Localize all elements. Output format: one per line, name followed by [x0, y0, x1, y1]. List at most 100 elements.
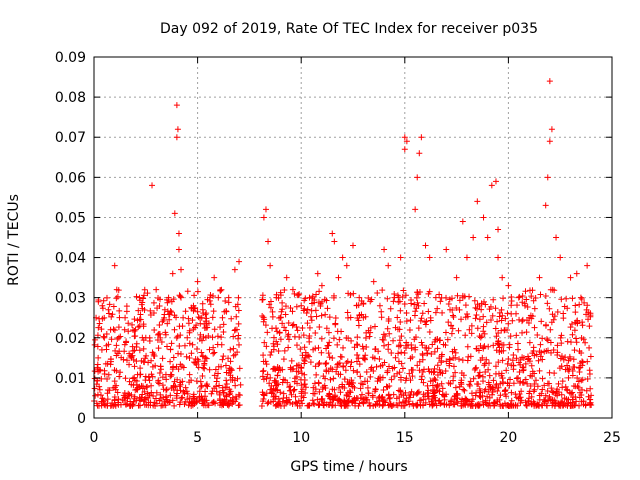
background-point	[537, 341, 544, 348]
background-point	[441, 396, 448, 403]
background-point	[547, 326, 554, 333]
background-point	[432, 309, 439, 316]
background-point	[462, 314, 469, 321]
background-point	[381, 359, 388, 366]
background-point	[411, 301, 418, 308]
background-point	[205, 320, 212, 327]
background-point	[497, 392, 504, 399]
y-tick-label: 0.07	[55, 130, 86, 146]
background-point	[99, 305, 106, 312]
background-point	[352, 402, 359, 409]
data-point	[492, 178, 499, 185]
background-point	[479, 398, 486, 405]
background-point	[462, 332, 469, 339]
background-point	[420, 379, 427, 386]
background-point	[399, 293, 406, 300]
background-point	[107, 356, 114, 363]
y-tick-label: 0.05	[55, 210, 86, 226]
background-point	[403, 342, 410, 349]
background-point	[142, 355, 149, 362]
background-point	[209, 334, 216, 341]
background-point	[307, 313, 314, 320]
data-point	[463, 254, 470, 261]
background-point	[396, 369, 403, 376]
background-point	[122, 375, 129, 382]
background-point	[514, 302, 521, 309]
background-point	[319, 384, 326, 391]
background-point	[153, 400, 160, 407]
background-point	[576, 348, 583, 355]
background-point	[269, 366, 276, 373]
background-point	[140, 321, 147, 328]
background-point	[218, 341, 225, 348]
background-point	[447, 306, 454, 313]
background-point	[474, 325, 481, 332]
background-point	[182, 384, 189, 391]
background-point	[131, 363, 138, 370]
background-point	[167, 373, 174, 380]
background-point	[332, 315, 339, 322]
background-point	[141, 286, 148, 293]
background-point	[564, 402, 571, 409]
data-point	[171, 210, 178, 217]
background-point	[307, 359, 314, 366]
background-point	[183, 353, 190, 360]
background-point	[582, 339, 589, 346]
data-point	[149, 182, 156, 189]
background-point	[356, 361, 363, 368]
background-point	[492, 363, 499, 370]
background-point	[428, 398, 435, 405]
background-point	[367, 373, 374, 380]
background-point	[492, 305, 499, 312]
background-point	[572, 393, 579, 400]
background-point	[398, 333, 405, 340]
data-point	[470, 234, 477, 241]
background-point	[282, 327, 289, 334]
background-point	[144, 390, 151, 397]
x-axis-title: GPS time / hours	[290, 459, 407, 475]
background-point	[263, 390, 270, 397]
background-point	[562, 383, 569, 390]
background-point	[174, 333, 181, 340]
background-point	[126, 350, 133, 357]
background-point	[466, 382, 473, 389]
data-point	[414, 174, 421, 181]
background-point	[265, 399, 272, 406]
background-point	[471, 366, 478, 373]
background-point	[291, 386, 298, 393]
data-point	[546, 138, 553, 145]
background-point	[462, 302, 469, 309]
background-point	[458, 381, 465, 388]
background-point	[571, 364, 578, 371]
background-point	[316, 401, 323, 408]
background-point	[434, 345, 441, 352]
background-point	[351, 384, 358, 391]
data-point	[101, 334, 108, 341]
background-point	[106, 301, 113, 308]
background-point	[482, 386, 489, 393]
background-point	[100, 297, 107, 304]
background-point	[210, 399, 217, 406]
background-point	[417, 317, 424, 324]
data-point	[107, 326, 114, 333]
background-point	[430, 377, 437, 384]
data-point	[350, 242, 356, 249]
background-point	[428, 350, 435, 357]
data-point	[401, 146, 408, 153]
data-point	[573, 270, 580, 277]
background-point	[536, 348, 543, 355]
background-point	[495, 338, 502, 345]
background-point	[471, 297, 478, 304]
background-point	[528, 293, 535, 300]
background-point	[401, 402, 408, 409]
background-point	[227, 358, 234, 365]
background-point	[528, 393, 535, 400]
background-point	[284, 333, 291, 340]
background-point	[516, 316, 523, 323]
background-point	[416, 367, 423, 374]
background-point	[198, 349, 205, 356]
background-point	[117, 333, 124, 340]
background-point	[107, 361, 114, 368]
background-point	[341, 384, 348, 391]
background-point	[567, 324, 574, 331]
